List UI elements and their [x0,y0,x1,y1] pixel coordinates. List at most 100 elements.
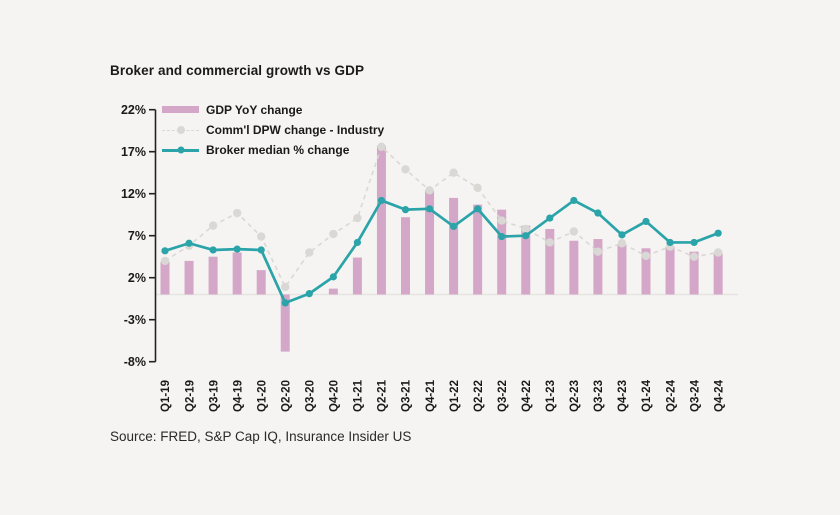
y-tick-label: -3% [124,313,146,327]
gdp-bar [689,251,699,295]
legend: GDP YoY change Comm'l DPW change - Indus… [162,102,385,157]
gdp-bar [352,257,362,295]
industry-point [160,256,170,266]
gdp-bar [232,252,242,295]
broker-point [401,206,410,214]
industry-point [449,168,458,177]
legend-label-gdp: GDP YoY change [206,102,303,117]
broker-point [425,205,434,213]
broker-point [353,238,361,247]
dashed-line-swatch-icon [162,123,199,136]
broker-point [498,232,506,241]
broker-point [257,246,265,254]
x-tick-label: Q2-23 [569,380,581,412]
gdp-bar [184,260,194,295]
gdp-bar [473,204,483,295]
legend-item-gdp: GDP YoY change [162,102,384,117]
industry-point [497,216,506,225]
gdp-bar [641,248,651,295]
industry-point [521,224,530,234]
x-tick-label: Q3-24 [689,379,701,412]
industry-point [281,282,290,292]
y-tick-label: 17% [121,145,146,159]
broker-point [666,238,674,247]
y-tick-label: 22% [121,103,146,117]
x-tick-label: Q1-24 [641,379,653,412]
broker-point [233,245,241,253]
x-tick-label: Q3-20 [305,380,317,412]
x-tick-label: Q2-20 [280,380,292,412]
gdp-bar [617,244,627,295]
industry-point [401,165,410,174]
x-tick-label: Q4-21 [425,379,437,412]
gdp-bar [497,209,507,295]
broker-point [281,299,289,307]
broker-point [714,229,722,237]
gdp-bar [569,240,579,295]
gdp-bar [328,288,338,295]
x-tick-label: Q4-23 [617,380,629,412]
industry-point [305,248,314,257]
y-tick-label: 7% [128,229,146,243]
x-tick-label: Q4-22 [521,380,533,412]
x-tick-label: Q4-20 [329,380,341,412]
legend-label-industry: Comm'l DPW change - Industry [206,122,385,137]
broker-point [690,238,698,247]
broker-point [642,217,650,226]
x-tick-label: Q1-21 [353,379,365,412]
x-tick-label: Q2-22 [473,380,485,412]
industry-point [257,232,266,241]
x-tick-label: Q3-21 [401,379,413,412]
industry-point [425,186,434,195]
industry-point [353,213,362,223]
legend-item-broker: Broker median % change [162,142,384,157]
x-tick-label: Q1-19 [160,380,172,412]
broker-point [594,209,602,217]
x-tick-label: Q2-19 [184,380,196,412]
x-tick-label: Q4-19 [232,380,244,412]
bar-swatch-icon [162,103,199,116]
broker-point [377,196,386,205]
x-tick-label: Q1-23 [545,380,557,412]
x-tick-label: Q2-24 [665,379,677,412]
gdp-bar [521,225,531,295]
x-tick-label: Q1-22 [449,380,461,412]
industry-line [164,145,719,289]
chart-title: Broker and commercial growth vs GDP [110,63,365,78]
gdp-bar [280,294,290,352]
broker-point [161,247,169,255]
broker-point [546,214,554,222]
line-swatch-icon [162,143,199,156]
x-tick-label: Q1-20 [256,380,268,412]
industry-point [689,252,699,261]
industry-point [569,227,579,236]
broker-line [164,199,719,305]
gdp-bar [376,145,386,295]
broker-point [474,205,482,213]
industry-point [329,229,338,239]
broker-point [209,246,217,254]
source-note: Source: FRED, S&P Cap IQ, Insurance Insi… [110,429,412,444]
industry-point [208,221,218,230]
industry-point [641,251,651,261]
gdp-bar [449,197,459,295]
broker-point [329,273,337,281]
gdp-bar [256,270,266,295]
gdp-bar [160,261,170,295]
gdp-bar [208,256,218,295]
gdp-bar [401,217,410,295]
industry-point [713,248,723,257]
gdp-bar [545,228,555,295]
broker-point [522,232,530,240]
industry-point [617,239,627,248]
x-tick-label: Q2-21 [377,379,389,412]
industry-point [593,247,603,256]
broker-point [570,196,578,205]
broker-point [185,239,193,247]
broker-point [450,222,458,231]
legend-label-broker: Broker median % change [206,142,350,157]
industry-point [377,142,386,151]
legend-item-industry: Comm'l DPW change - Industry [162,122,385,137]
industry-point [473,183,482,193]
